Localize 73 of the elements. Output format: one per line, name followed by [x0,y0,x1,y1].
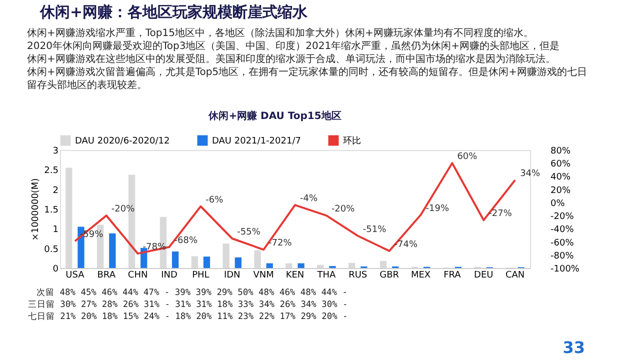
y2-tick-label: 40% [550,172,571,183]
x-tick-label: IDN [224,270,240,280]
y-tick-label: 0.5 [44,244,58,255]
data-label: -72% [268,238,292,249]
y2-tick-label: -40% [550,225,574,236]
text: 休闲+网赚游戏缩水严重，Top15地区中，各地区（除法国和加拿大外）休闲+网赚玩家体量均有不同程度的缩水。 [27,27,534,39]
data-label: -20% [331,204,356,215]
data-label: -74% [394,240,418,250]
chart-title: 休闲+网赚：各地区玩家规模断崖式缩水 [39,3,309,21]
text: 2020年休闲向网赚最受欢迎的Top3地区（美国、中国、印度）2021年缩水严重，虽然仍为休闲+网赚的头部地区，但是休闲+网赚游戏在这些地区中的发展受阻。美国和印度的缩水源于合成、单词玩法，而中国市场的缩水是因为消除玩法。 [27,40,560,65]
bar [317,264,324,268]
x-tick-label: CAN [505,270,525,280]
y2-tick-label: -20% [550,212,574,222]
x-tick-label: GBR [380,270,400,280]
text: 休闲+网赚游戏次留普遍偏高，尤其是Top5地区，在拥有一定玩家体量的同时，还有较高的短留存。但是休闲+网赚游戏的七日留存头部地区的表现较差。 [27,66,587,91]
x-tick-label: DEU [474,270,494,280]
x-tick-label: KEN [286,270,304,280]
y2-tick-label: -80% [550,251,574,262]
y2-tick-label: 80% [550,146,571,156]
x-tick-label: BRA [97,270,116,280]
bar [109,233,116,268]
data-label: 34% [520,169,541,180]
bar [266,263,273,268]
data-label: -20% [111,204,136,215]
y-tick-label: 2 [52,186,58,196]
y-tick-label: 3 [52,146,58,156]
y-axis-title: ×1000000(M) [31,178,42,241]
text: 33 [562,338,585,357]
legend-label: DAU 2020/6-2020/12 [75,136,170,147]
x-tick-label: VNM [253,270,274,280]
text: 次留 48% 45% 46% 44% 47% - 39% 39% 29% 50% 48% 46% 48% 44% - [36,287,348,298]
data-label: -19% [426,204,450,214]
data-label: -51% [362,224,387,235]
x-tick-label: FRA [444,270,462,280]
bar [298,263,304,268]
y2-tick-label: -100% [550,264,580,274]
data-label: -55% [237,228,261,238]
chart-subtitle: 休闲+网赚 DAU Top15地区 [208,110,342,122]
data-label: -6% [206,195,224,206]
line-series [74,162,516,255]
y2-tick-label: 60% [550,160,571,170]
bar [234,257,242,268]
y-tick-label: 1 [52,225,58,236]
bar [348,262,356,268]
legend-label: 环比 [343,136,361,147]
y2-tick-label: 0% [550,198,566,209]
x-tick-label: CHN [128,270,148,280]
bar [286,263,292,268]
data-label: 60% [457,152,478,162]
x-tick-label: IND [161,270,178,280]
y2-tick-label: 20% [550,186,571,196]
bar [254,250,261,268]
data-label: -68% [174,236,198,246]
bar [203,256,210,268]
bar [191,256,198,268]
bar [66,168,72,268]
y-tick-label: 1.5 [44,206,58,216]
data-label: -4% [300,194,318,204]
x-tick-label: MEX [410,270,431,280]
y2-tick-label: -60% [550,238,574,248]
bar [380,260,387,268]
x-tick-label: USA [66,270,86,280]
y-tick-label: 0 [52,264,59,274]
x-tick-label: RUS [348,270,368,280]
y-tick-label: 2.5 [44,166,58,176]
text: 七日留 21% 20% 18% 15% 24% - 18% 20% 11% 23% 22% 17% 29% 20% - [28,311,348,322]
legend-label: DAU 2021/1-2021/7 [212,136,301,147]
bar [222,244,230,268]
x-tick-label: PHL [192,270,210,280]
x-tick-label: THA [316,270,336,280]
data-label: -27% [488,209,512,220]
text: 三日留 30% 27% 28% 26% 31% - 31% 31% 18% 33% 34% 26% 34% 30% - [28,299,348,310]
bar [172,251,179,268]
